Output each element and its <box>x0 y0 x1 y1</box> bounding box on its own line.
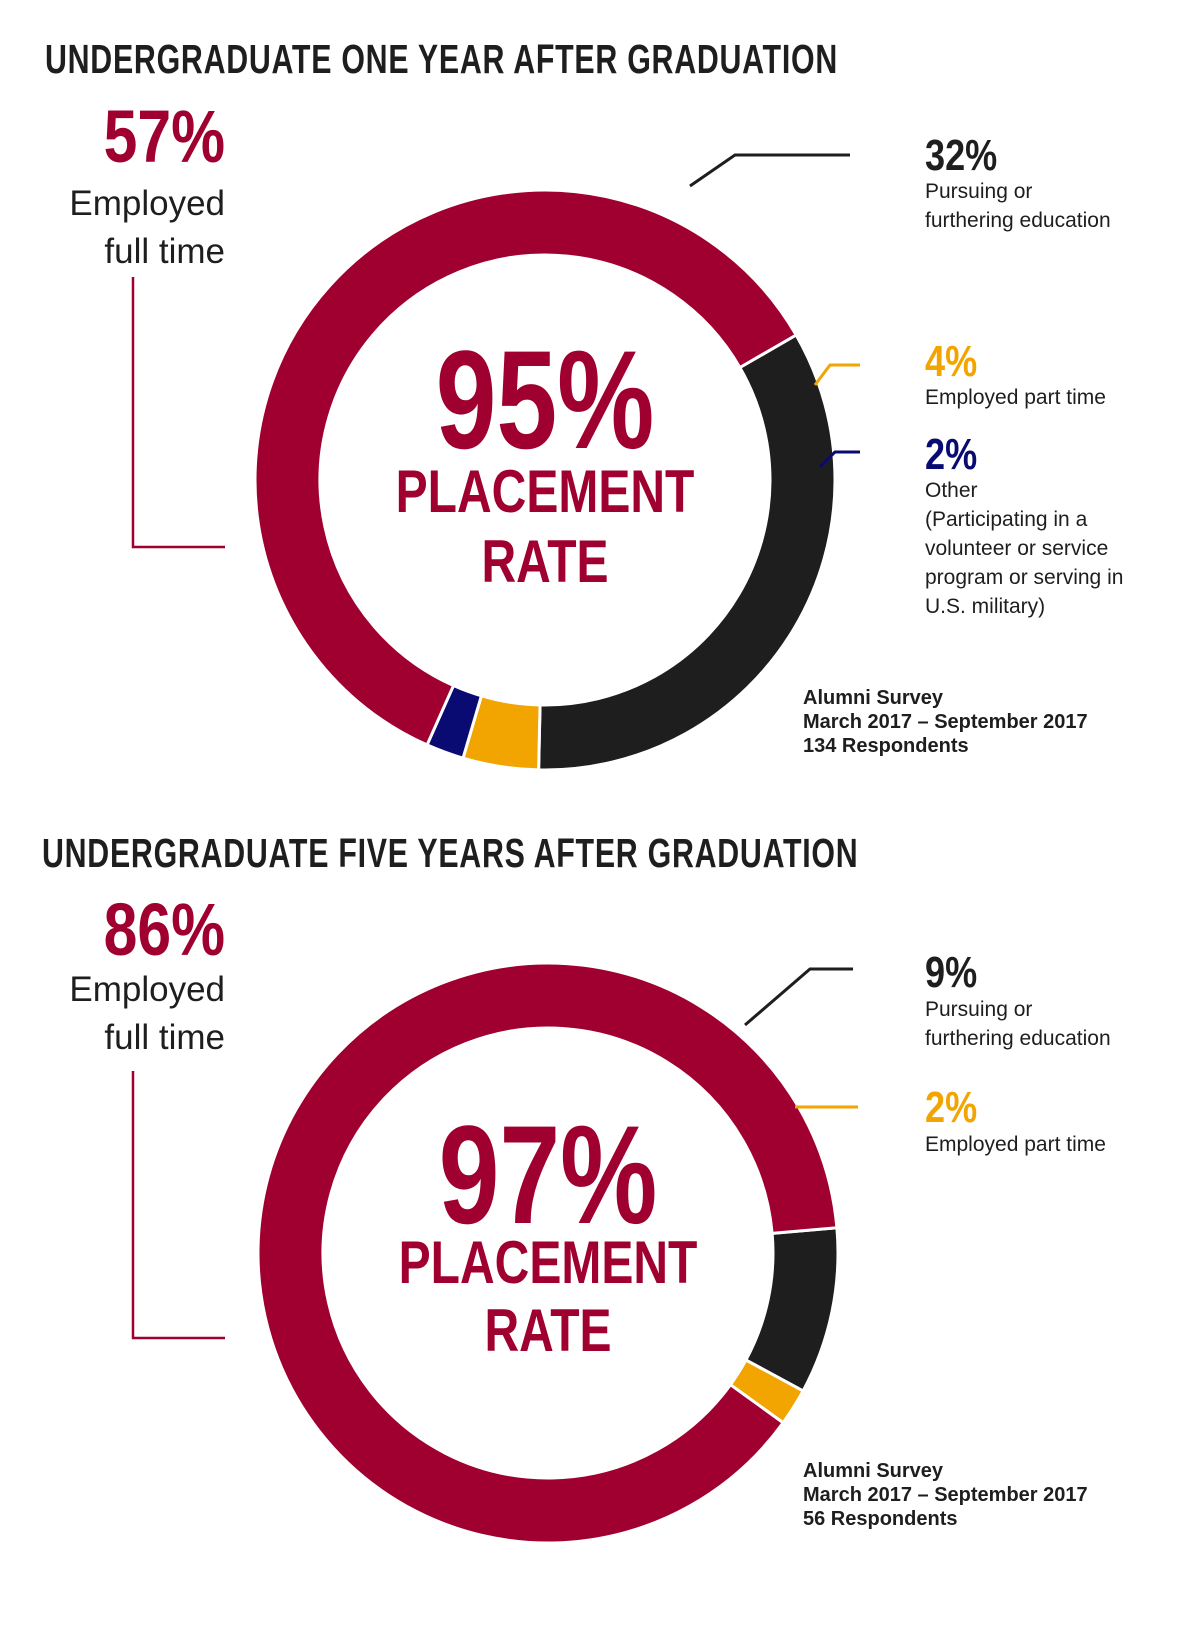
center-label-placement: PLACEMENT <box>398 1229 698 1296</box>
source-note: Alumni Survey March 2017 – September 201… <box>803 1460 1088 1530</box>
callout-percentage: 32% <box>925 131 998 180</box>
main-label: Employed full time <box>69 180 225 276</box>
main-leader-line <box>131 1071 225 1340</box>
callout-leader-line <box>689 153 850 188</box>
callout-label: Pursuing or furthering education <box>925 180 1111 232</box>
donut-segment-pursuing-or-furthering-education <box>537 332 837 772</box>
donut-chart <box>131 961 858 1545</box>
source-note: Alumni Survey March 2017 – September 201… <box>803 687 1088 757</box>
callout-leader-line <box>744 967 853 1027</box>
main-label-line: Employed <box>69 970 225 1009</box>
main-label-line: Employed <box>69 184 225 223</box>
main-label: Employed full time <box>69 966 225 1062</box>
main-label-line: full time <box>104 1018 225 1057</box>
callout-percentage: 4% <box>925 337 978 386</box>
callout-leader-line <box>813 363 860 386</box>
callout-label: Pursuing or furthering education <box>925 998 1111 1050</box>
callout-label: Other (Participating in a volunteer or s… <box>925 479 1124 618</box>
chart-section-five-years: UNDERGRADUATE FIVE YEARS AFTER GRADUATIO… <box>0 823 1200 1646</box>
callout-percentage: 9% <box>925 948 978 997</box>
center-percentage: 97% <box>438 1096 658 1253</box>
main-label-line: full time <box>104 232 225 271</box>
chart-title: UNDERGRADUATE ONE YEAR AFTER GRADUATION <box>45 36 838 82</box>
callout-percentage: 2% <box>925 1083 978 1132</box>
main-percentage: 57% <box>103 95 225 178</box>
callout-percentage: 2% <box>925 430 978 479</box>
callout-label: Employed part time <box>925 1133 1106 1156</box>
chart-title: UNDERGRADUATE FIVE YEARS AFTER GRADUATIO… <box>42 830 859 876</box>
donut-segment-employed-full-time <box>256 961 839 1545</box>
donut-chart <box>131 153 860 772</box>
callout-leader-line <box>818 450 860 469</box>
center-label-rate: RATE <box>484 1297 612 1364</box>
center-percentage: 95% <box>435 321 655 478</box>
center-label-rate: RATE <box>481 528 609 595</box>
donut-segment-employed-full-time <box>253 188 799 747</box>
main-percentage: 86% <box>103 888 225 971</box>
callout-label: Employed part time <box>925 386 1106 409</box>
chart-section-one-year: UNDERGRADUATE ONE YEAR AFTER GRADUATION … <box>45 36 1124 772</box>
main-leader-line <box>131 277 225 549</box>
center-label-placement: PLACEMENT <box>395 458 695 525</box>
